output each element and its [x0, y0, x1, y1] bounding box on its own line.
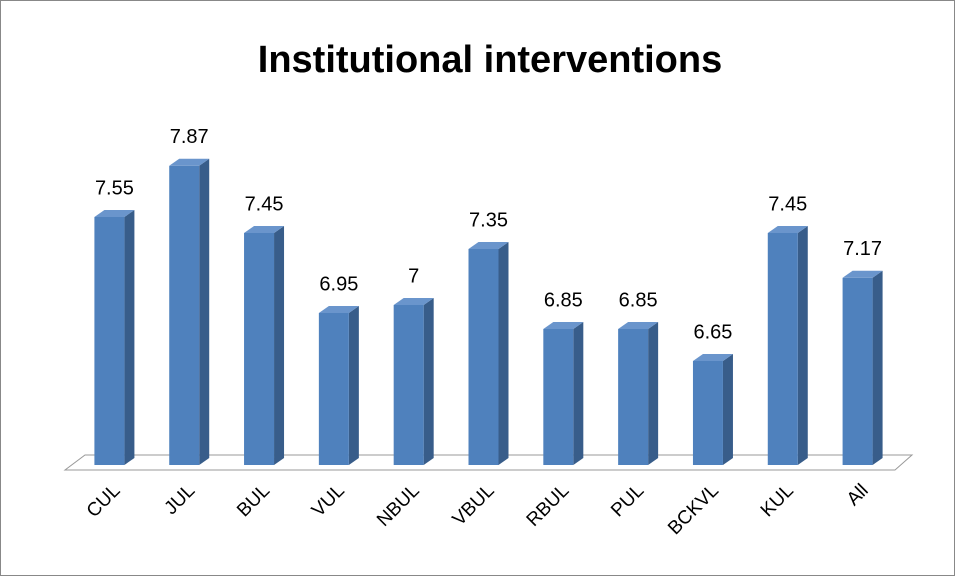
- bar-side: [348, 306, 359, 465]
- bar: [692, 354, 733, 465]
- bar: [393, 298, 434, 465]
- data-label: 6.65: [693, 321, 732, 343]
- bar-top: [244, 226, 285, 233]
- bar-top: [842, 270, 883, 278]
- bar-top: [618, 322, 659, 329]
- data-label: 7.87: [170, 126, 209, 148]
- data-label: 6.85: [619, 289, 658, 311]
- bar-side: [722, 354, 733, 465]
- bar-front: [169, 165, 200, 466]
- bar-side: [498, 242, 509, 465]
- bar: [244, 226, 285, 465]
- bar-side: [124, 210, 135, 465]
- bar: [618, 322, 659, 465]
- bar-side: [872, 270, 883, 465]
- bar-front: [767, 233, 798, 465]
- bar-front: [244, 233, 275, 465]
- bar-side: [199, 158, 210, 466]
- bar: [842, 270, 883, 465]
- bar-front: [842, 277, 873, 465]
- bar-front: [468, 249, 499, 465]
- bar: [318, 306, 359, 465]
- bar-front: [692, 361, 723, 465]
- bar-front: [618, 329, 649, 465]
- bar-top: [393, 298, 434, 305]
- data-label: 6.85: [544, 289, 583, 311]
- bar-side: [423, 298, 434, 465]
- data-label: 7.17: [843, 238, 882, 260]
- bar-top: [169, 158, 210, 166]
- bar-top: [767, 226, 808, 233]
- bar: [169, 158, 210, 466]
- data-label: 7.45: [768, 193, 807, 215]
- chart-title: Institutional interventions: [258, 39, 722, 81]
- bar: [767, 226, 808, 465]
- bar-side: [573, 322, 584, 465]
- data-label: 7.55: [95, 177, 134, 199]
- data-label: 6.95: [319, 273, 358, 295]
- bar: [94, 210, 135, 465]
- bar-front: [318, 313, 349, 465]
- data-label: 7.35: [469, 209, 508, 231]
- bar: [543, 322, 584, 465]
- bar-front: [543, 329, 574, 465]
- data-label: 7: [408, 265, 419, 287]
- bar-side: [274, 226, 285, 465]
- bar-top: [692, 354, 733, 361]
- bar-top: [318, 306, 359, 313]
- bar-side: [648, 322, 659, 465]
- bar-front: [94, 217, 125, 465]
- data-label: 7.45: [245, 193, 284, 215]
- bar-top: [468, 242, 509, 249]
- bar: [468, 242, 509, 465]
- bar-front: [393, 305, 424, 465]
- bar-side: [797, 226, 808, 465]
- bar-top: [543, 322, 584, 329]
- bar-top: [94, 210, 135, 217]
